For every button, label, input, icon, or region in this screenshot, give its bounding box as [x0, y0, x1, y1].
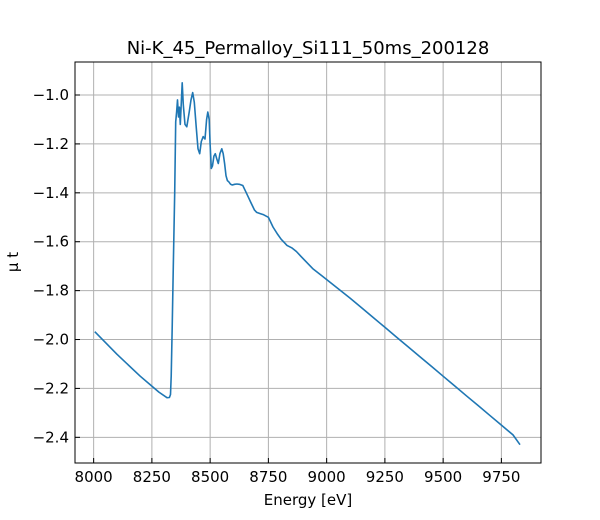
y-tick-label: −1.6 — [33, 233, 69, 251]
chart-title: Ni-K_45_Permalloy_Si111_50ms_200128 — [127, 38, 490, 59]
y-axis-label: μ t — [4, 252, 22, 272]
x-tick-label: 9000 — [308, 468, 346, 486]
x-tick-label: 8000 — [75, 468, 113, 486]
y-tick-label: −1.8 — [33, 282, 69, 300]
x-tick-label: 9750 — [482, 468, 520, 486]
x-tick-label: 9250 — [366, 468, 404, 486]
y-tick-label: −2.2 — [33, 379, 69, 397]
plot-frame — [74, 61, 542, 464]
x-tick-label: 8500 — [191, 468, 229, 486]
y-tick-label: −1.4 — [33, 184, 69, 202]
series-layer — [94, 82, 521, 446]
x-tick-label: 8750 — [249, 468, 287, 486]
grid-layer — [75, 62, 541, 463]
x-axis-label: Energy [eV] — [264, 491, 352, 509]
y-tick-label: −1.2 — [33, 135, 69, 153]
y-tick-label: −2.0 — [33, 331, 69, 349]
series-line — [94, 82, 521, 446]
tick-layer: 8000 8250 8500 8750 9000 9250 9500 9750 −1.0 −1.2… — [33, 86, 521, 486]
y-tick-label: −1.0 — [33, 86, 69, 104]
x-tick-label: 8250 — [133, 468, 171, 486]
y-tick-label: −2.4 — [33, 428, 69, 446]
x-tick-label: 9500 — [424, 468, 462, 486]
